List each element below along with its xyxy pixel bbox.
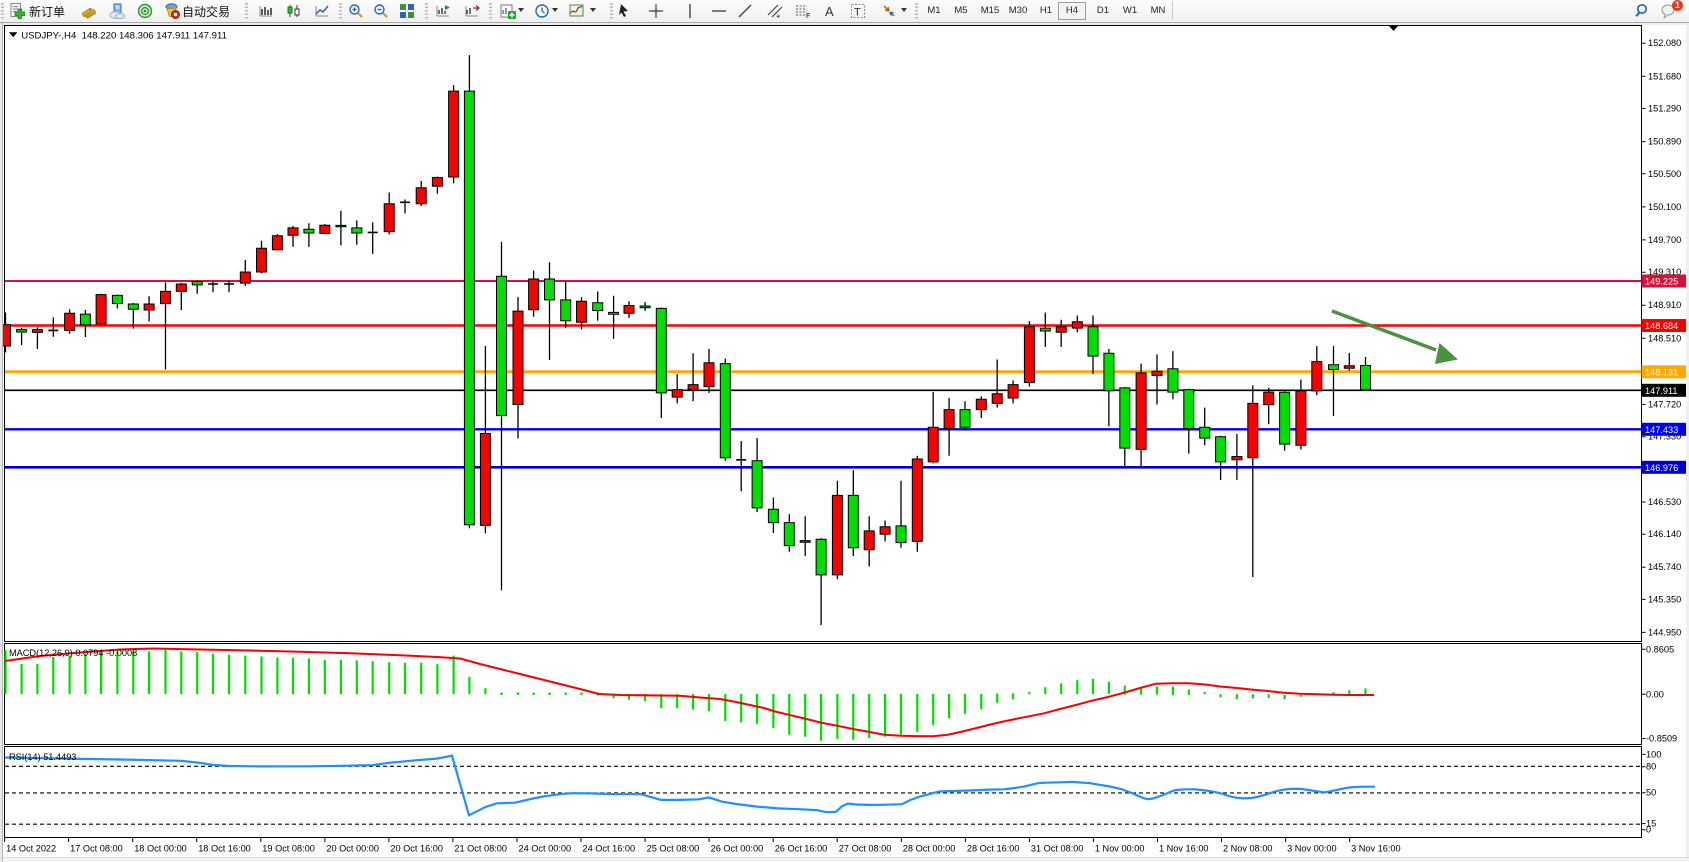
svg-text:24 Oct 16:00: 24 Oct 16:00 xyxy=(583,844,636,854)
svg-text:148.131: 148.131 xyxy=(1645,367,1678,377)
svg-text:145.740: 145.740 xyxy=(1648,562,1681,572)
svg-text:0.8605: 0.8605 xyxy=(1646,644,1674,654)
svg-text:147.911: 147.911 xyxy=(1645,386,1678,396)
svg-text:-0.8509: -0.8509 xyxy=(1646,734,1677,744)
svg-text:144.950: 144.950 xyxy=(1648,627,1681,637)
svg-text:147.330: 147.330 xyxy=(1648,432,1681,442)
svg-text:148.910: 148.910 xyxy=(1648,300,1681,310)
svg-text:A: A xyxy=(825,4,834,19)
svg-text:80: 80 xyxy=(1646,762,1656,772)
svg-text:150.890: 150.890 xyxy=(1648,137,1681,147)
svg-text:14 Oct 2022: 14 Oct 2022 xyxy=(6,844,56,854)
svg-text:149.310: 149.310 xyxy=(1648,267,1681,277)
svg-text:2 Nov 08:00: 2 Nov 08:00 xyxy=(1223,844,1273,854)
svg-text:31 Oct 08:00: 31 Oct 08:00 xyxy=(1031,844,1084,854)
svg-text:1 Nov 16:00: 1 Nov 16:00 xyxy=(1159,844,1209,854)
svg-text:RSI(14) 51.4493: RSI(14) 51.4493 xyxy=(9,752,76,762)
svg-text:MACD(12,26,9) 0.0794 -0.0008: MACD(12,26,9) 0.0794 -0.0008 xyxy=(9,648,137,658)
svg-text:20 Oct 16:00: 20 Oct 16:00 xyxy=(390,844,443,854)
svg-text:27 Oct 08:00: 27 Oct 08:00 xyxy=(839,844,892,854)
svg-text:3 Nov 00:00: 3 Nov 00:00 xyxy=(1287,844,1337,854)
svg-text:21 Oct 08:00: 21 Oct 08:00 xyxy=(454,844,507,854)
svg-text:50: 50 xyxy=(1646,788,1656,798)
svg-text:24 Oct 00:00: 24 Oct 00:00 xyxy=(519,844,572,854)
svg-text:149.225: 149.225 xyxy=(1645,277,1678,287)
svg-text:146.140: 146.140 xyxy=(1648,529,1681,539)
svg-text:146.530: 146.530 xyxy=(1648,497,1681,507)
svg-text:26 Oct 00:00: 26 Oct 00:00 xyxy=(711,844,764,854)
svg-text:147.720: 147.720 xyxy=(1648,400,1681,410)
svg-text:152.080: 152.080 xyxy=(1648,38,1681,48)
svg-text:26 Oct 16:00: 26 Oct 16:00 xyxy=(775,844,828,854)
svg-text:USDJPY-,H4 148.220 148.306 14: USDJPY-,H4 148.220 148.306 147.911 147.9… xyxy=(21,31,227,42)
svg-text:25 Oct 08:00: 25 Oct 08:00 xyxy=(647,844,700,854)
svg-text:17 Oct 08:00: 17 Oct 08:00 xyxy=(70,844,123,854)
svg-text:149.700: 149.700 xyxy=(1648,235,1681,245)
svg-text:146.976: 146.976 xyxy=(1645,463,1678,473)
svg-text:100: 100 xyxy=(1646,749,1661,759)
svg-text:145.350: 145.350 xyxy=(1648,594,1681,604)
svg-text:151.680: 151.680 xyxy=(1648,71,1681,81)
svg-text:18 Oct 00:00: 18 Oct 00:00 xyxy=(134,844,187,854)
svg-text:F: F xyxy=(806,13,810,19)
svg-text:0: 0 xyxy=(1646,825,1651,835)
svg-text:3 Nov 16:00: 3 Nov 16:00 xyxy=(1351,844,1401,854)
svg-text:148.510: 148.510 xyxy=(1648,333,1681,343)
svg-text:148.684: 148.684 xyxy=(1645,321,1678,331)
svg-text:151.290: 151.290 xyxy=(1648,104,1681,114)
svg-text:150.100: 150.100 xyxy=(1648,202,1681,212)
svg-text:19 Oct 08:00: 19 Oct 08:00 xyxy=(262,844,315,854)
svg-text:15: 15 xyxy=(1646,819,1656,829)
svg-text:150.500: 150.500 xyxy=(1648,169,1681,179)
svg-text:28 Oct 00:00: 28 Oct 00:00 xyxy=(903,844,956,854)
svg-text:28 Oct 16:00: 28 Oct 16:00 xyxy=(967,844,1020,854)
svg-text:147.433: 147.433 xyxy=(1645,425,1678,435)
svg-text:20 Oct 00:00: 20 Oct 00:00 xyxy=(326,844,379,854)
svg-text:1 Nov 00:00: 1 Nov 00:00 xyxy=(1095,844,1145,854)
svg-text:T: T xyxy=(854,7,861,19)
svg-text:0.00: 0.00 xyxy=(1646,689,1664,699)
svg-text:18 Oct 16:00: 18 Oct 16:00 xyxy=(198,844,251,854)
